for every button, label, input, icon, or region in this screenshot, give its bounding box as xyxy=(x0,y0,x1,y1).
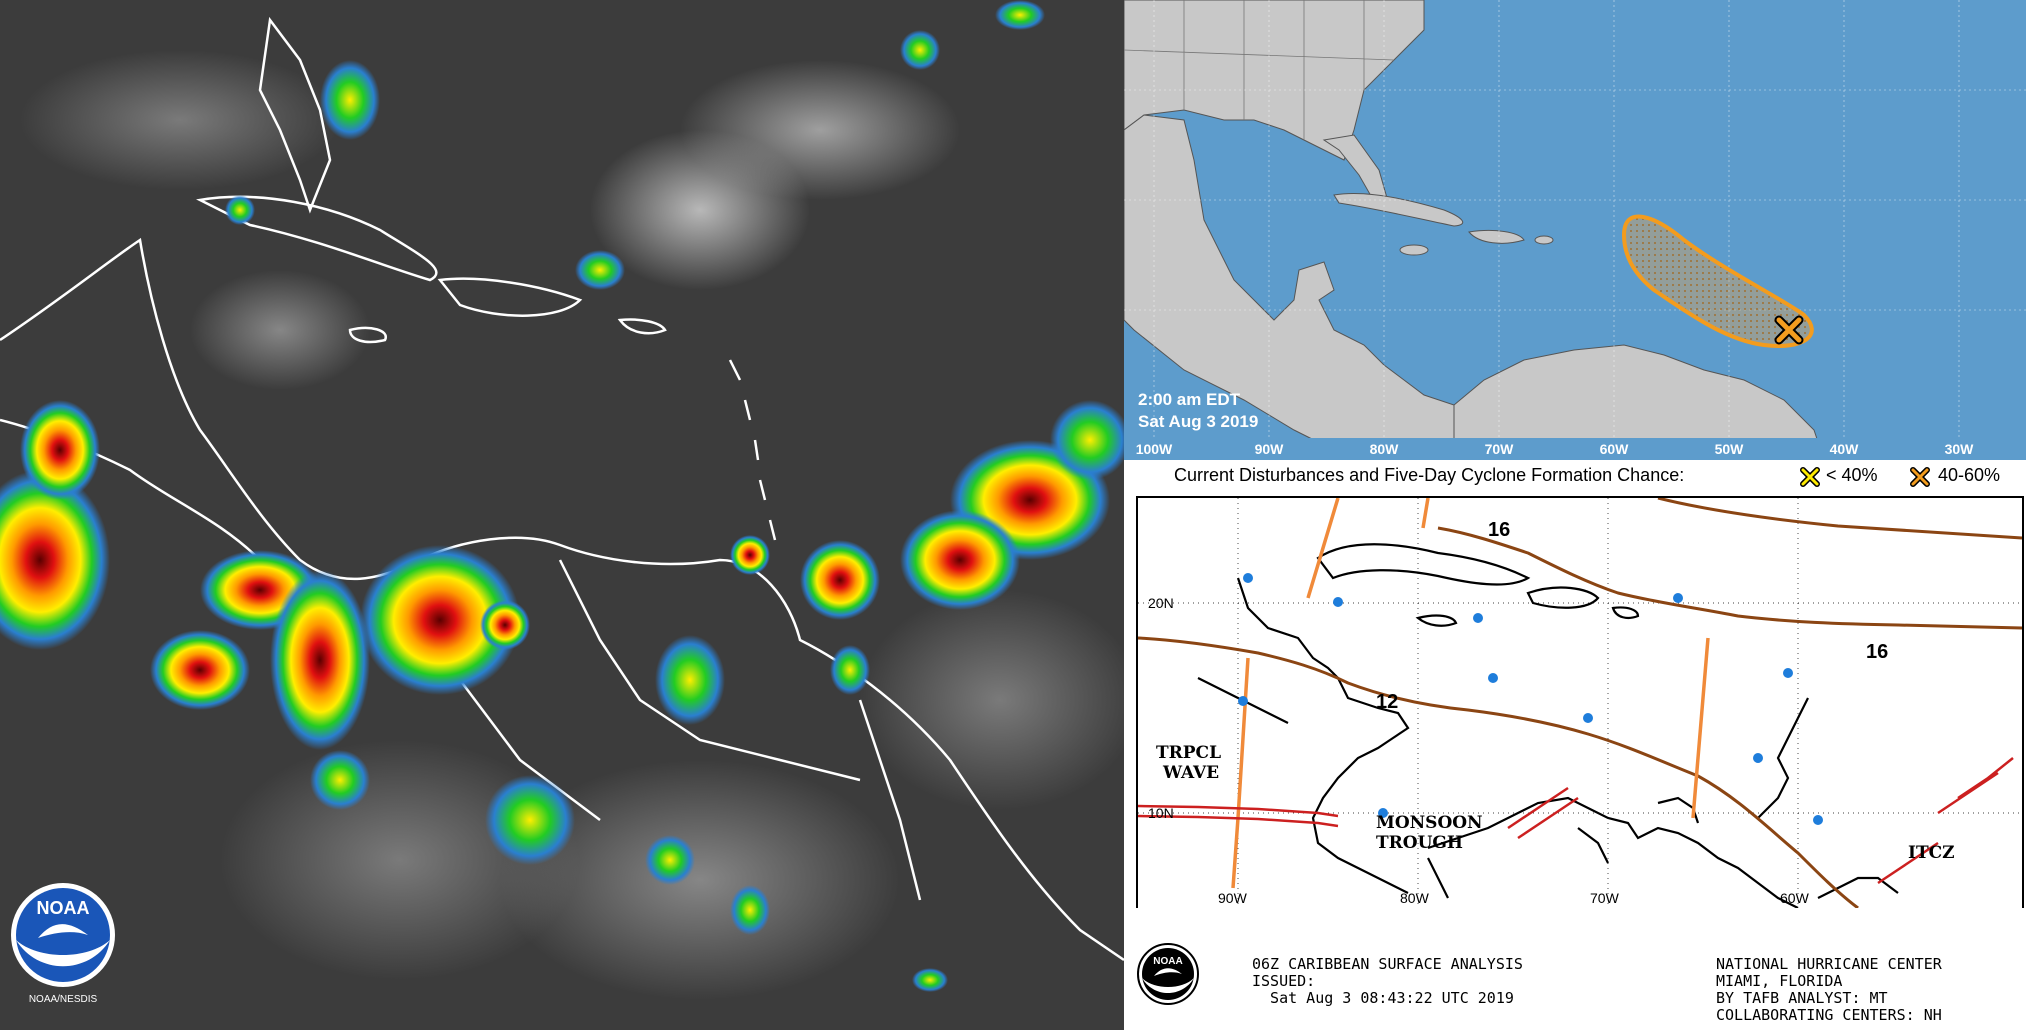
footer-logo-text: NOAA xyxy=(1153,956,1182,967)
nhc-name: NATIONAL HURRICANE CENTER xyxy=(1716,955,1942,973)
satellite-image: NOAA NOAA/NESDIS xyxy=(0,0,1124,1030)
feature-label: TROUGH xyxy=(1376,833,1463,853)
lat-label: 20N xyxy=(1148,595,1174,611)
convection-cells xyxy=(0,0,1124,992)
graticule xyxy=(1124,0,2026,440)
cuba xyxy=(1333,193,1464,227)
outlook-legend: Current Disturbances and Five-Day Cyclon… xyxy=(1124,460,2026,492)
lon-label: 60W xyxy=(1600,441,1630,457)
lon-label: 40W xyxy=(1830,441,1860,457)
lon-label: 30W xyxy=(1945,441,1975,457)
outlook-time: 2:00 am EDT xyxy=(1138,390,1241,409)
feature-labels: TRPCL WAVE MONSOON TROUGH ITCZ xyxy=(1156,743,1955,863)
feature-label: MONSOON xyxy=(1376,813,1483,833)
legend-low: < 40% xyxy=(1826,465,1878,485)
outlook-date: Sat Aug 3 2019 xyxy=(1138,412,1259,431)
surface-axis-labels: 20N 10N 90W 80W 70W 60W xyxy=(1148,595,1810,906)
lon-label: 80W xyxy=(1400,890,1430,906)
lon-label: 90W xyxy=(1255,441,1285,457)
lon-label: 90W xyxy=(1218,890,1248,906)
legend-mid: 40-60% xyxy=(1938,465,2001,485)
isobar-labels: 16 16 12 xyxy=(1376,519,1888,713)
monsoon-trough xyxy=(1138,757,2014,885)
surface-analysis-map: 20N 10N 90W 80W 70W 60W 16 16 12 TRPCL W… xyxy=(1136,496,2024,910)
nhc-location: MIAMI, FLORIDA xyxy=(1716,972,1843,990)
footer-noaa-logo: NOAA xyxy=(1136,942,1200,1006)
analyst: BY TAFB ANALYST: MT xyxy=(1716,989,1888,1007)
feature-label: TRPCL xyxy=(1156,743,1221,763)
us-land xyxy=(1124,0,1425,161)
lon-label: 100W xyxy=(1136,441,1173,457)
satellite-svg xyxy=(0,0,1124,1000)
lon-label: 70W xyxy=(1485,441,1515,457)
surface-coastlines xyxy=(1197,543,1899,908)
analysis-title: 06Z CARIBBEAN SURFACE ANALYSIS xyxy=(1252,955,1523,973)
station-plots xyxy=(1238,573,1823,825)
outlook-map: 100W 90W 80W 70W 60W 50W 40W 30W 2:00 am… xyxy=(1124,0,2026,460)
outlook-map-svg: 100W 90W 80W 70W 60W 50W 40W 30W xyxy=(1124,0,2026,460)
hispaniola xyxy=(1468,229,1525,244)
lon-label: 50W xyxy=(1715,441,1745,457)
feature-label: WAVE xyxy=(1162,763,1219,783)
disturbance-area[interactable] xyxy=(1621,214,1814,348)
analysis-issued-time: Sat Aug 3 08:43:22 UTC 2019 xyxy=(1252,989,1514,1007)
lon-label: 60W xyxy=(1780,890,1810,906)
isobar-value: 16 xyxy=(1488,519,1510,541)
isobar-value: 16 xyxy=(1866,641,1888,663)
lon-label: 70W xyxy=(1590,890,1620,906)
legend-title: Current Disturbances and Five-Day Cyclon… xyxy=(1174,465,1685,485)
noaa-logo-caption: NOAA/NESDIS xyxy=(29,994,98,1005)
isobar-value: 12 xyxy=(1376,691,1398,713)
mid-chance-icon xyxy=(1910,467,1930,487)
isobars xyxy=(1138,498,2022,908)
mexico-central-america xyxy=(1124,114,1455,460)
lat-label: 10N xyxy=(1148,805,1174,821)
south-america xyxy=(1453,344,1825,460)
outlook-lon-labels: 100W 90W 80W 70W 60W 50W 40W 30W xyxy=(1136,441,1974,457)
analysis-issued-label: ISSUED: xyxy=(1252,972,1316,990)
surface-analysis-footer: NOAA 06Z CARIBBEAN SURFACE ANALYSIS ISSU… xyxy=(1124,908,2026,1030)
low-chance-icon xyxy=(1800,467,1820,487)
lon-label: 80W xyxy=(1370,441,1400,457)
disturbance-marker[interactable] xyxy=(1774,315,1804,345)
noaa-logo: NOAA NOAA/NESDIS xyxy=(8,880,118,1005)
collaborating-centers: COLLABORATING CENTERS: NH xyxy=(1716,1006,1942,1024)
surface-analysis-svg: 20N 10N 90W 80W 70W 60W 16 16 12 TRPCL W… xyxy=(1138,498,2022,908)
feature-label: ITCZ xyxy=(1908,843,1955,863)
noaa-logo-text: NOAA xyxy=(37,898,90,918)
